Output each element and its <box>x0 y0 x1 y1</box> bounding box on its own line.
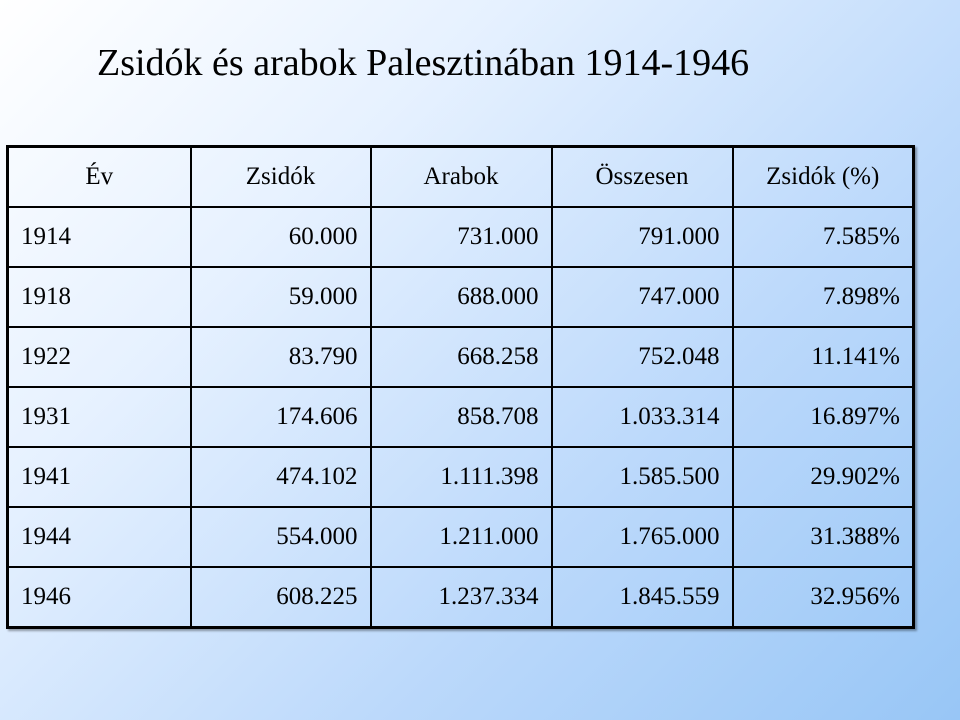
cell-jews-percent: 11.141% <box>731 326 915 388</box>
cell-year: 1941 <box>6 446 192 508</box>
cell-total: 1.765.000 <box>550 506 734 568</box>
header-arabs: Arabok <box>369 145 553 208</box>
cell-arabs: 731.000 <box>369 206 553 268</box>
table-row: 1944 554.000 1.211.000 1.765.000 31.388% <box>6 506 915 568</box>
slide-title: Zsidók és arabok Palesztinában 1914-1946 <box>97 42 750 84</box>
cell-jews-percent: 29.902% <box>731 446 915 508</box>
cell-jews: 83.790 <box>189 326 372 388</box>
table-row: 1918 59.000 688.000 747.000 7.898% <box>6 266 915 328</box>
cell-year: 1946 <box>6 566 192 629</box>
table-row: 1941 474.102 1.111.398 1.585.500 29.902% <box>6 446 915 508</box>
cell-jews: 474.102 <box>189 446 372 508</box>
cell-jews-percent: 32.956% <box>731 566 915 629</box>
cell-year: 1914 <box>6 206 192 268</box>
cell-jews-percent: 16.897% <box>731 386 915 448</box>
cell-arabs: 1.237.334 <box>369 566 553 629</box>
table-row: 1914 60.000 731.000 791.000 7.585% <box>6 206 915 268</box>
cell-year: 1944 <box>6 506 192 568</box>
cell-arabs: 1.211.000 <box>369 506 553 568</box>
cell-arabs: 668.258 <box>369 326 553 388</box>
cell-total: 1.585.500 <box>550 446 734 508</box>
population-table: Év Zsidók Arabok Összesen Zsidók (%) 191… <box>6 145 915 629</box>
cell-jews: 59.000 <box>189 266 372 328</box>
cell-total: 752.048 <box>550 326 734 388</box>
cell-total: 1.845.559 <box>550 566 734 629</box>
cell-jews: 608.225 <box>189 566 372 629</box>
cell-year: 1931 <box>6 386 192 448</box>
cell-jews-percent: 7.898% <box>731 266 915 328</box>
cell-total: 1.033.314 <box>550 386 734 448</box>
cell-year: 1922 <box>6 326 192 388</box>
table-row: 1922 83.790 668.258 752.048 11.141% <box>6 326 915 388</box>
cell-jews-percent: 7.585% <box>731 206 915 268</box>
header-jews: Zsidók <box>189 145 372 208</box>
cell-jews: 174.606 <box>189 386 372 448</box>
cell-jews: 554.000 <box>189 506 372 568</box>
cell-jews: 60.000 <box>189 206 372 268</box>
header-jews-percent: Zsidók (%) <box>731 145 915 208</box>
table-row: 1946 608.225 1.237.334 1.845.559 32.956% <box>6 566 915 629</box>
cell-total: 747.000 <box>550 266 734 328</box>
cell-total: 791.000 <box>550 206 734 268</box>
table-row: 1931 174.606 858.708 1.033.314 16.897% <box>6 386 915 448</box>
cell-year: 1918 <box>6 266 192 328</box>
header-row: Év Zsidók Arabok Összesen Zsidók (%) <box>6 145 915 208</box>
cell-arabs: 858.708 <box>369 386 553 448</box>
header-total: Összesen <box>550 145 734 208</box>
cell-arabs: 688.000 <box>369 266 553 328</box>
cell-jews-percent: 31.388% <box>731 506 915 568</box>
cell-arabs: 1.111.398 <box>369 446 553 508</box>
header-year: Év <box>6 145 192 208</box>
